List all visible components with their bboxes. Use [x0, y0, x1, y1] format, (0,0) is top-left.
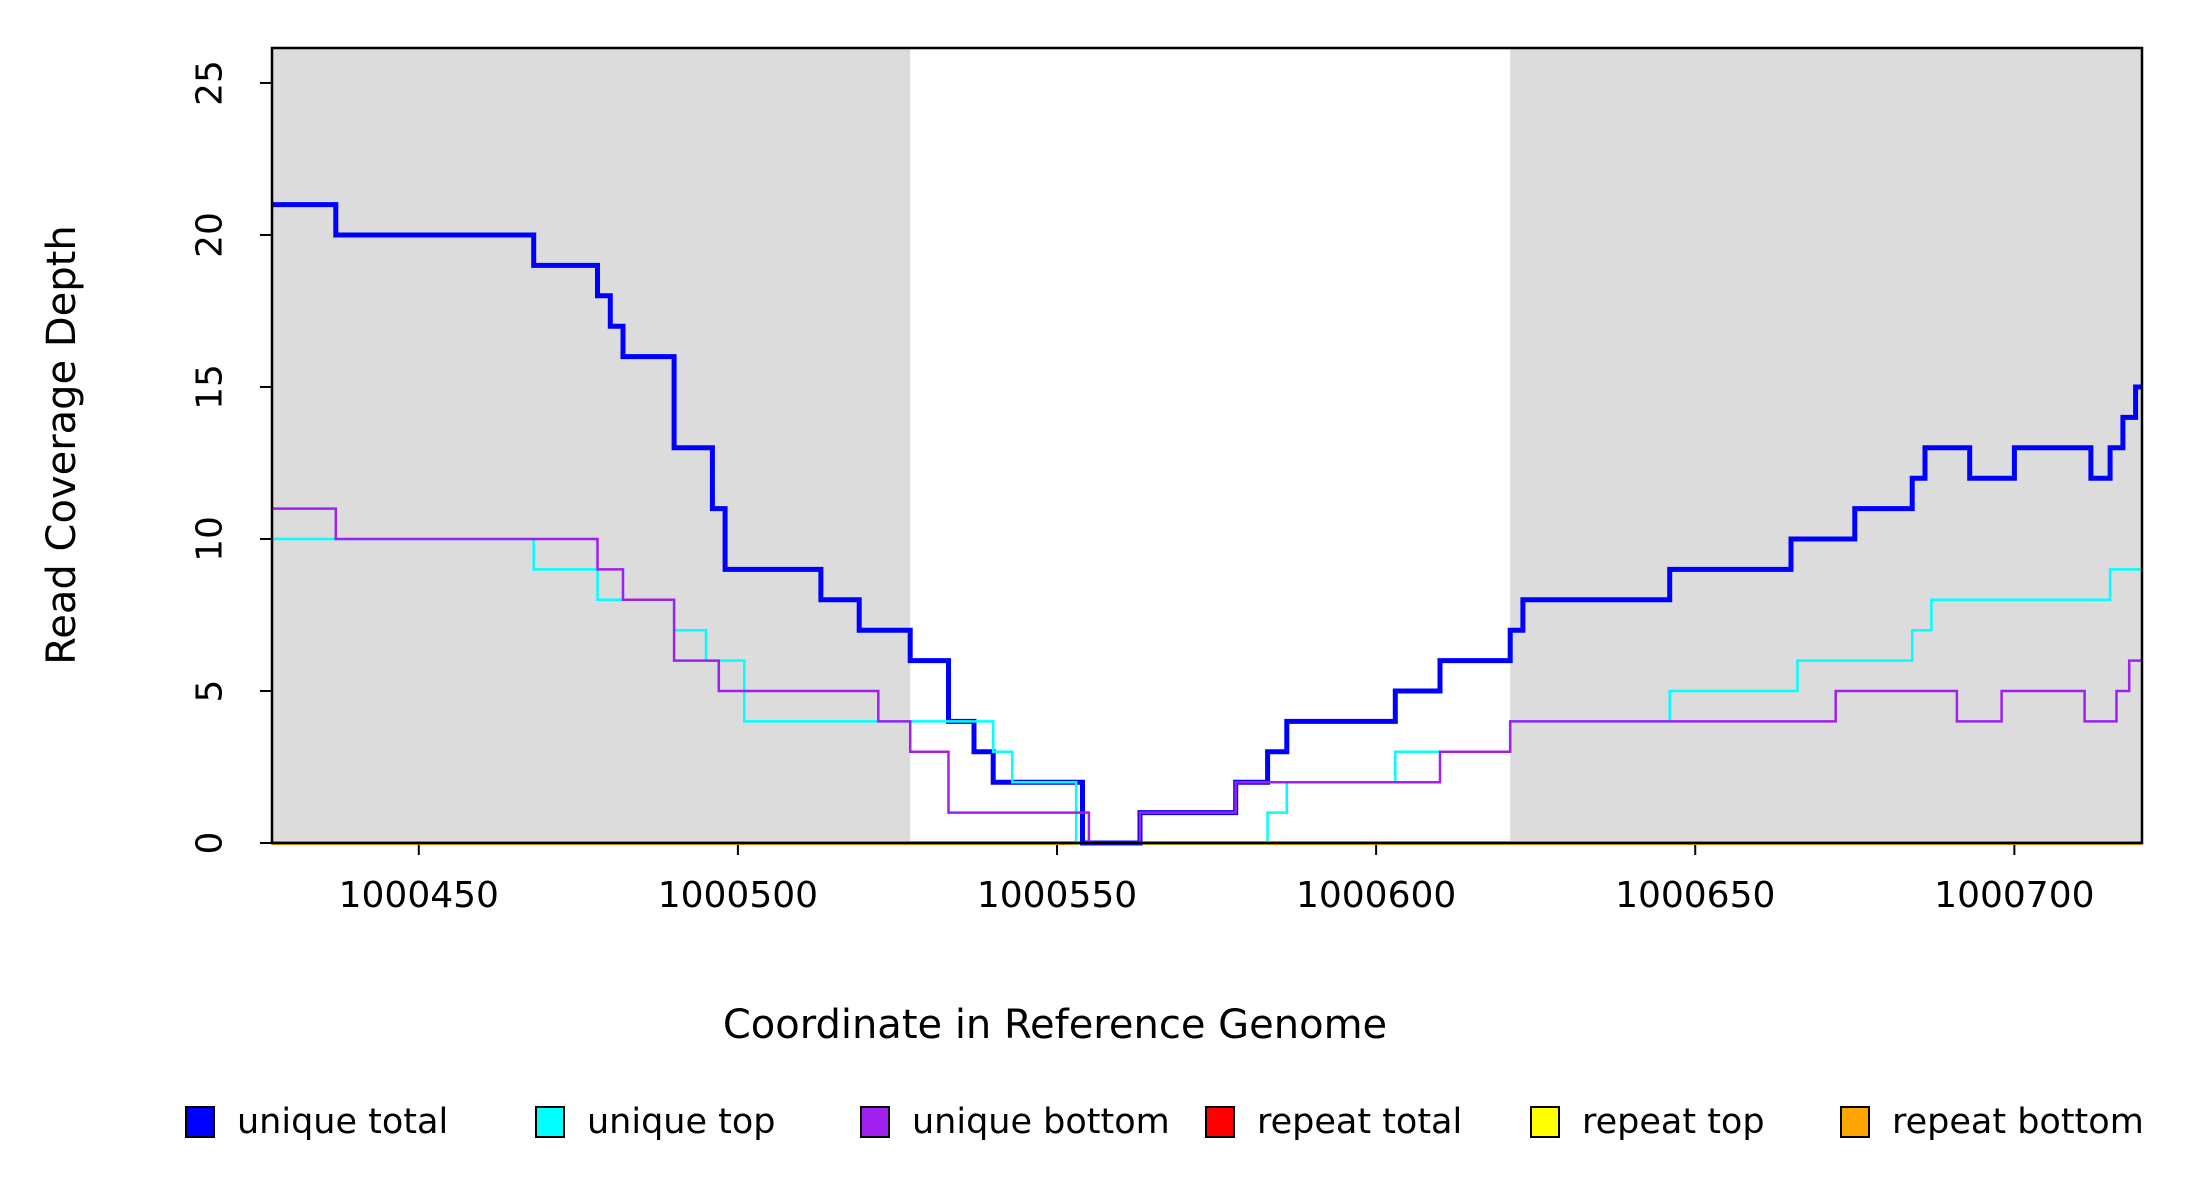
legend-item-repeat-total: repeat total	[1205, 1100, 1462, 1144]
x-tick-label: 1000600	[1296, 875, 1456, 916]
legend-label: repeat total	[1257, 1102, 1463, 1142]
y-axis-title-text: Read Coverage Depth	[39, 225, 85, 665]
x-tick-label: 1000650	[1615, 875, 1775, 916]
legend-item-unique-total: unique total	[185, 1100, 448, 1144]
plot-border	[270, 46, 2144, 845]
repeat-top-swatch-icon	[1530, 1106, 1560, 1138]
legend-item-unique-top: unique top	[535, 1100, 776, 1144]
y-tick-label: 0	[190, 832, 231, 855]
y-tick-label: 15	[190, 364, 231, 410]
series-line-unique-bottom	[272, 507, 2142, 845]
repeat-bottom-swatch-icon	[1840, 1106, 1870, 1138]
x-tick-label: 1000450	[339, 875, 499, 916]
x-tick-label: 1000500	[658, 875, 818, 916]
y-tick-label: 10	[190, 516, 231, 562]
y-axis-title: Read Coverage Depth	[39, 225, 85, 664]
legend-label: unique total	[237, 1102, 449, 1142]
legend-item-repeat-top: repeat top	[1530, 1100, 1765, 1144]
x-tick-label: 1000700	[1934, 875, 2094, 916]
unique-bottom-swatch-icon	[860, 1106, 890, 1138]
legend: unique total unique top unique bottom re…	[0, 1100, 2200, 1160]
shaded-band	[272, 48, 911, 843]
legend-label: unique bottom	[912, 1102, 1170, 1142]
legend-label: repeat bottom	[1892, 1102, 2144, 1142]
y-tick-label: 25	[190, 60, 231, 106]
y-tick-label: 20	[190, 212, 231, 258]
legend-item-repeat-bottom: repeat bottom	[1840, 1100, 2144, 1144]
y-tick-label: 5	[190, 680, 231, 703]
unique-total-swatch-icon	[185, 1106, 215, 1138]
repeat-total-swatch-icon	[1205, 1106, 1235, 1138]
x-tick-label: 1000550	[977, 875, 1137, 916]
legend-label: unique top	[587, 1102, 776, 1142]
legend-label: repeat top	[1582, 1102, 1765, 1142]
unique-top-swatch-icon	[535, 1106, 565, 1138]
x-axis-title-text: Coordinate in Reference Genome	[722, 1002, 1388, 1048]
x-axis-title: Coordinate in Reference Genome	[0, 1002, 2200, 1048]
legend-item-unique-bottom: unique bottom	[860, 1100, 1170, 1144]
